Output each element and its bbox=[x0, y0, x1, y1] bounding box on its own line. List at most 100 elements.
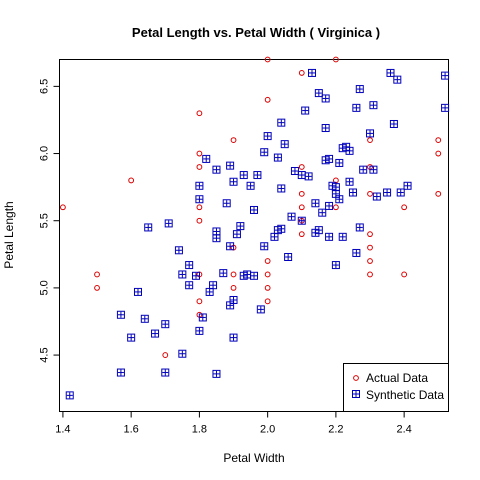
legend-label-actual-data: Actual Data bbox=[366, 371, 428, 385]
x-tick-label: 1.8 bbox=[192, 424, 207, 436]
y-tick-label: 6.0 bbox=[38, 146, 50, 161]
point-actual-data bbox=[196, 150, 203, 157]
point-synthetic-data bbox=[287, 212, 296, 221]
point-synthetic-data bbox=[212, 369, 221, 378]
point-actual-data bbox=[264, 271, 271, 278]
point-actual-data bbox=[401, 204, 408, 211]
point-synthetic-data bbox=[198, 313, 207, 322]
point-actual-data bbox=[128, 177, 135, 184]
data-points bbox=[60, 56, 450, 400]
point-synthetic-data bbox=[325, 232, 334, 241]
point-synthetic-data bbox=[260, 148, 269, 157]
point-synthetic-data bbox=[284, 252, 293, 261]
point-synthetic-data bbox=[403, 181, 412, 190]
y-tick-label: 4.5 bbox=[38, 347, 50, 362]
point-actual-data bbox=[230, 137, 237, 144]
point-actual-data bbox=[298, 204, 305, 211]
point-actual-data bbox=[332, 204, 339, 211]
point-actual-data bbox=[196, 298, 203, 305]
point-synthetic-data bbox=[277, 224, 286, 233]
point-synthetic-data bbox=[144, 223, 153, 232]
point-synthetic-data bbox=[185, 281, 194, 290]
point-actual-data bbox=[230, 284, 237, 291]
point-synthetic-data bbox=[369, 101, 378, 110]
point-synthetic-data bbox=[219, 269, 228, 278]
point-synthetic-data bbox=[369, 165, 378, 174]
point-synthetic-data bbox=[280, 140, 289, 149]
point-synthetic-data bbox=[229, 333, 238, 342]
point-actual-data bbox=[298, 164, 305, 170]
point-actual-data bbox=[298, 70, 305, 76]
point-synthetic-data bbox=[345, 177, 354, 186]
point-actual-data bbox=[196, 164, 203, 170]
point-synthetic-data bbox=[325, 201, 334, 210]
legend-box bbox=[343, 363, 449, 412]
point-synthetic-data bbox=[308, 68, 317, 77]
point-synthetic-data bbox=[185, 261, 194, 270]
point-synthetic-data bbox=[226, 161, 235, 170]
point-synthetic-data bbox=[140, 314, 149, 323]
point-actual-data bbox=[264, 298, 271, 305]
point-synthetic-data bbox=[260, 242, 269, 251]
x-tick-label: 1.6 bbox=[124, 424, 139, 436]
point-synthetic-data bbox=[222, 199, 231, 208]
point-actual-data bbox=[367, 231, 373, 238]
x-tick-label: 2.2 bbox=[328, 424, 343, 436]
point-actual-data bbox=[367, 244, 373, 251]
point-synthetic-data bbox=[290, 167, 299, 176]
point-synthetic-data bbox=[297, 216, 306, 225]
point-synthetic-data bbox=[277, 118, 286, 127]
point-synthetic-data bbox=[178, 270, 187, 279]
y-tick-label: 5.5 bbox=[38, 213, 50, 228]
point-actual-data bbox=[162, 352, 169, 358]
point-synthetic-data bbox=[178, 349, 187, 358]
point-synthetic-data bbox=[65, 391, 74, 400]
point-synthetic-data bbox=[270, 232, 279, 241]
point-actual-data bbox=[435, 190, 442, 197]
point-synthetic-data bbox=[116, 368, 125, 377]
point-synthetic-data bbox=[359, 165, 368, 174]
point-synthetic-data bbox=[209, 281, 218, 290]
point-synthetic-data bbox=[161, 368, 170, 377]
point-synthetic-data bbox=[301, 106, 310, 115]
plot-area-border bbox=[59, 59, 449, 412]
point-synthetic-data bbox=[161, 320, 170, 329]
point-synthetic-data bbox=[389, 119, 398, 128]
point-synthetic-data bbox=[195, 326, 204, 335]
point-synthetic-data bbox=[195, 195, 204, 204]
point-synthetic-data bbox=[191, 271, 200, 280]
point-synthetic-data bbox=[212, 227, 221, 236]
point-synthetic-data bbox=[321, 124, 330, 133]
point-synthetic-data bbox=[321, 94, 330, 103]
point-actual-data bbox=[94, 271, 100, 278]
point-synthetic-data bbox=[229, 295, 238, 304]
point-actual-data bbox=[196, 204, 203, 211]
point-synthetic-data bbox=[335, 158, 344, 167]
point-actual-data bbox=[264, 284, 271, 291]
x-tick-label: 2.0 bbox=[260, 424, 275, 436]
point-actual-data bbox=[94, 284, 100, 291]
point-synthetic-data bbox=[229, 177, 238, 186]
point-synthetic-data bbox=[386, 68, 395, 77]
y-axis: 4.5 5.0 5.5 6.0 6.5 bbox=[38, 79, 60, 363]
point-synthetic-data bbox=[348, 188, 357, 197]
x-tick-label: 1.4 bbox=[55, 424, 70, 436]
point-synthetic-data bbox=[314, 89, 323, 98]
point-synthetic-data bbox=[263, 132, 272, 141]
point-synthetic-data bbox=[352, 248, 361, 257]
point-actual-data bbox=[435, 137, 442, 144]
point-actual-data bbox=[367, 137, 373, 144]
point-synthetic-data bbox=[256, 305, 265, 314]
point-actual-data bbox=[367, 190, 373, 197]
legend: Actual Data Synthetic Data bbox=[343, 363, 449, 412]
point-synthetic-data bbox=[331, 261, 340, 270]
point-synthetic-data bbox=[232, 230, 241, 239]
y-tick-label: 6.5 bbox=[38, 79, 50, 94]
legend-marker-actual-data bbox=[353, 375, 359, 381]
point-synthetic-data bbox=[304, 172, 313, 181]
x-axis-label: Petal Width bbox=[223, 451, 284, 465]
point-synthetic-data bbox=[325, 154, 334, 163]
point-synthetic-data bbox=[243, 270, 252, 279]
point-synthetic-data bbox=[133, 287, 142, 296]
x-tick-label: 2.4 bbox=[396, 424, 411, 436]
